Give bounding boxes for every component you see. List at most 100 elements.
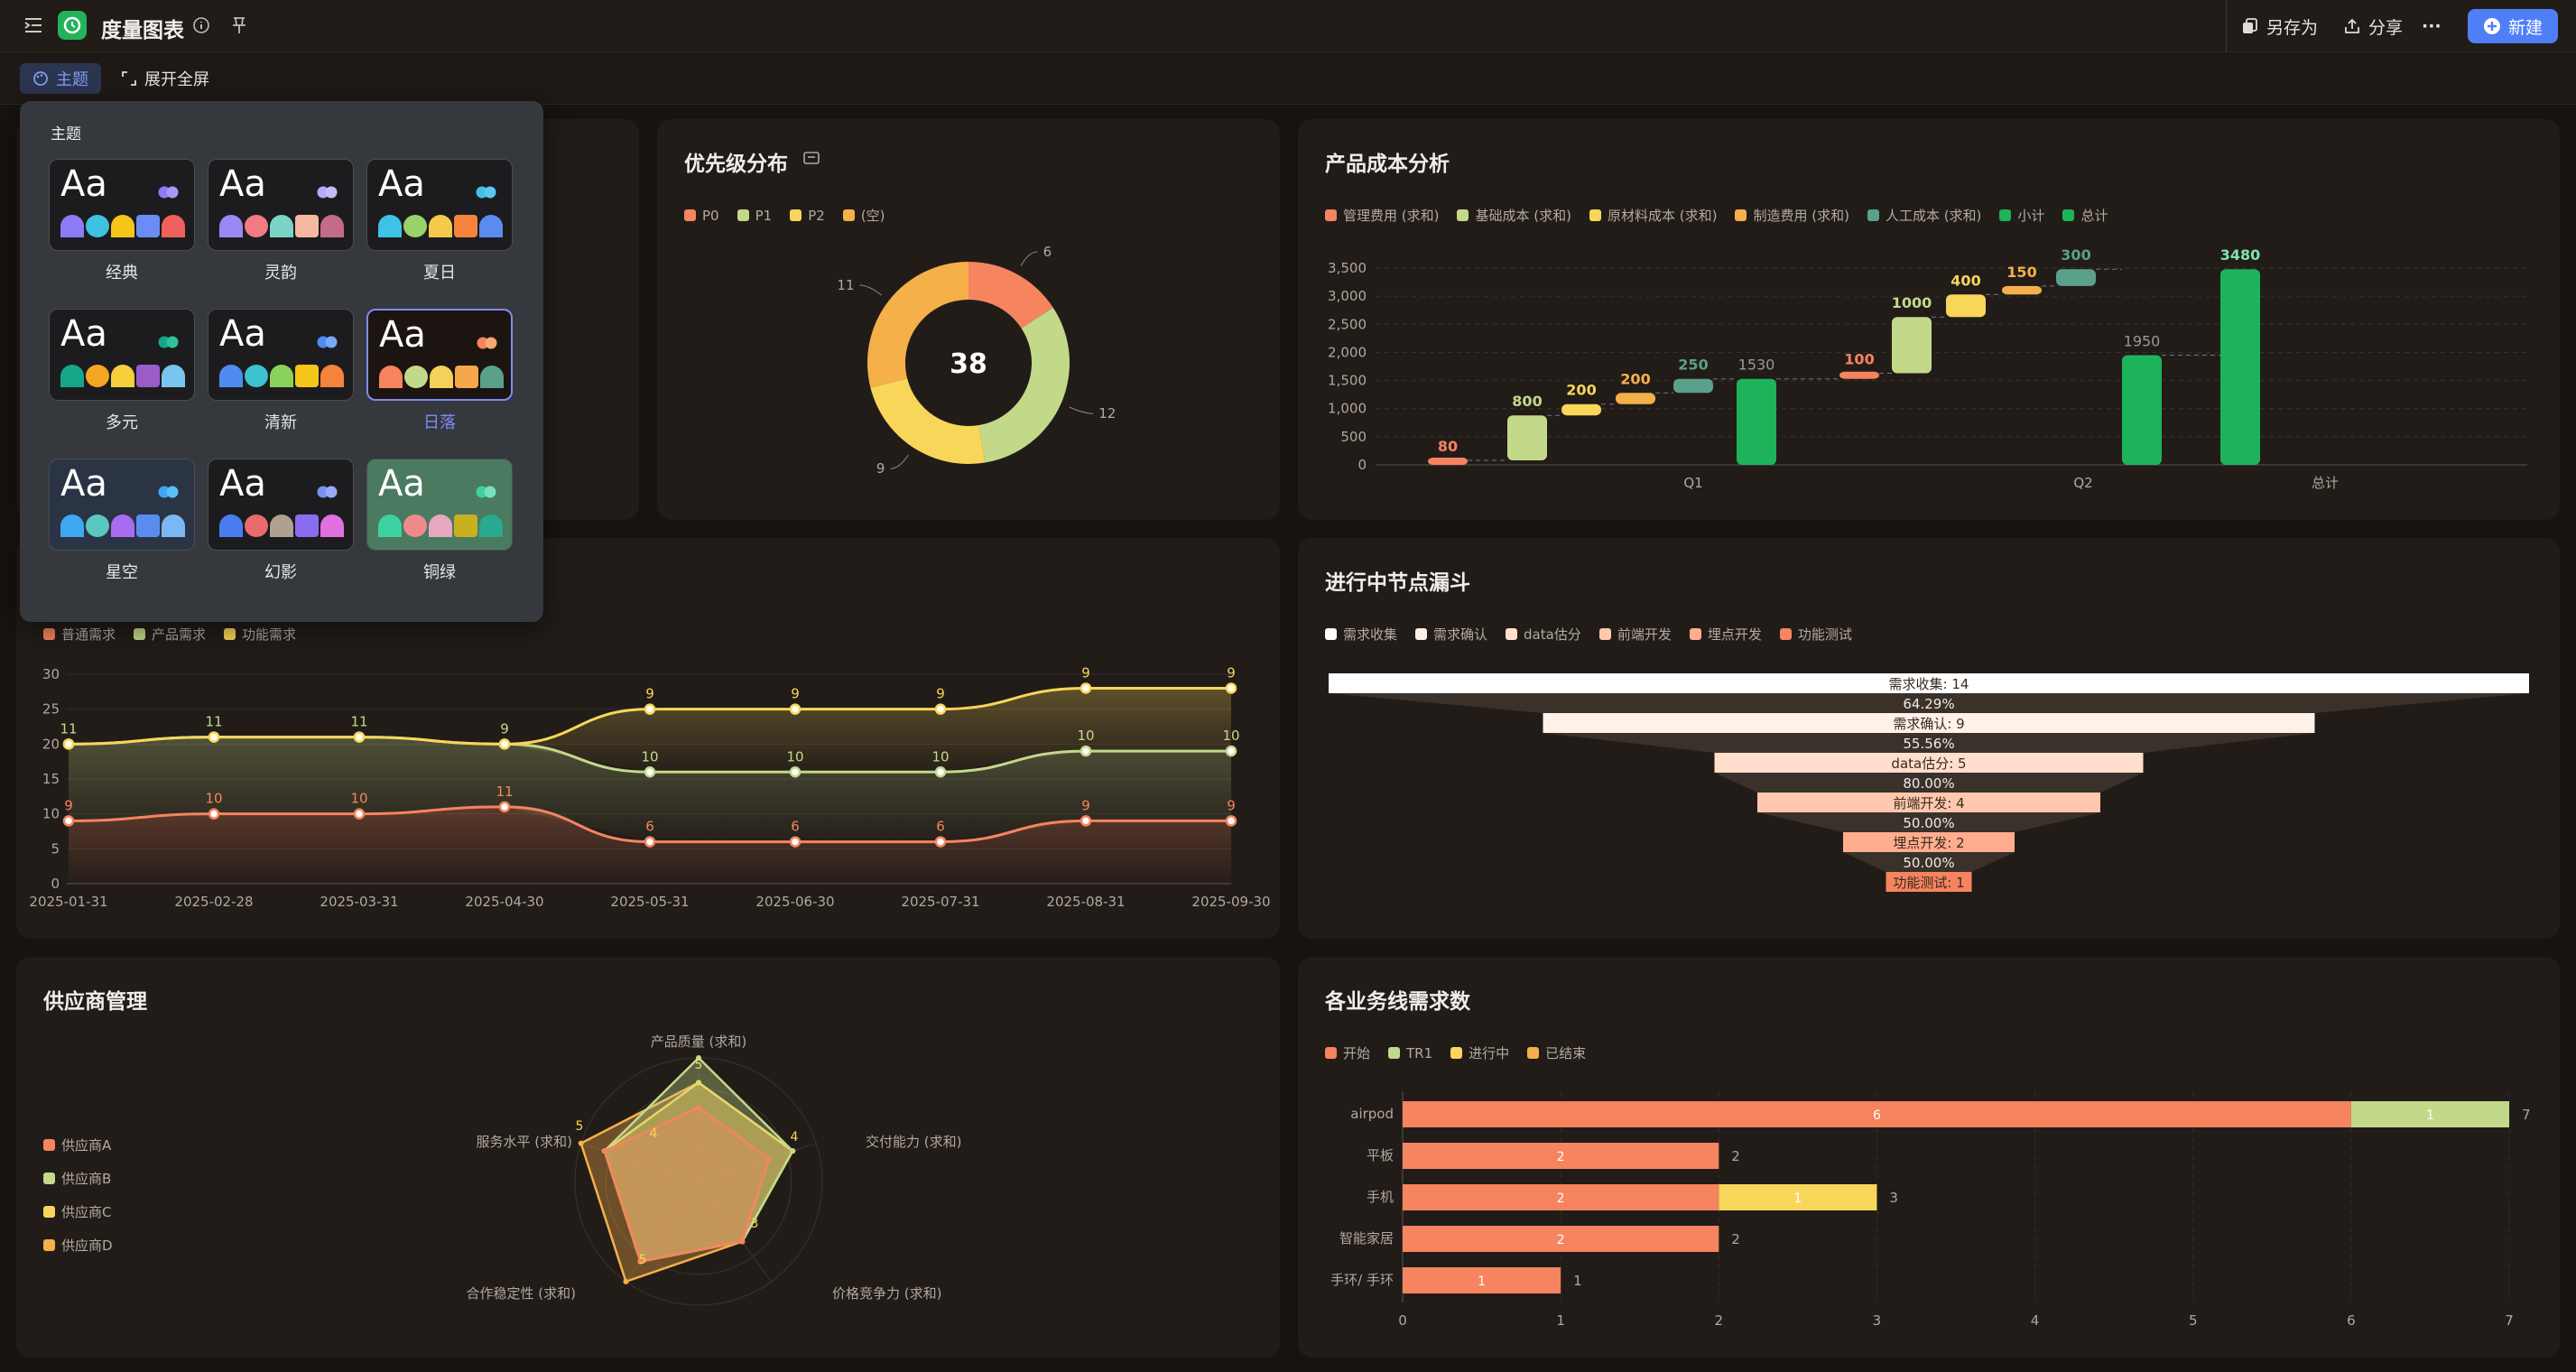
donut-slice[interactable] (978, 307, 1070, 463)
theme-option-4[interactable]: Aa (208, 309, 354, 401)
data-point[interactable] (1225, 682, 1237, 694)
data-point[interactable] (789, 836, 802, 848)
legend-item[interactable]: data估分 (1506, 625, 1581, 644)
data-point[interactable] (1080, 815, 1092, 827)
funnel-stage[interactable] (1543, 713, 2315, 733)
theme-button[interactable]: 主题 (20, 63, 101, 94)
legend-item[interactable]: 人工成本 (求和) (1867, 206, 1981, 225)
waterfall-bar[interactable] (1507, 415, 1547, 461)
legend-item[interactable]: 供应商B (43, 1169, 113, 1188)
theme-option-8[interactable]: Aa (366, 459, 513, 551)
sidebar-toggle-icon[interactable] (23, 16, 43, 34)
bar-segment[interactable] (1719, 1184, 1877, 1210)
fullscreen-button[interactable]: 展开全屏 (121, 63, 209, 94)
data-point[interactable] (208, 808, 220, 820)
theme-option-1[interactable]: Aa (208, 159, 354, 251)
theme-option-5[interactable]: Aa (366, 309, 513, 401)
funnel-stage[interactable] (1843, 832, 2015, 852)
more-button[interactable]: ··· (2422, 0, 2442, 52)
legend-item[interactable]: 功能测试 (1779, 625, 1852, 644)
waterfall-bar[interactable] (1892, 317, 1932, 374)
theme-option-6[interactable]: Aa (49, 459, 195, 551)
data-point[interactable] (934, 703, 947, 715)
legend-item[interactable]: 进行中 (1450, 1043, 1509, 1062)
legend-item[interactable]: P0 (684, 206, 719, 225)
data-point[interactable] (789, 703, 802, 715)
data-point[interactable] (353, 808, 366, 820)
donut-slice[interactable] (968, 262, 1053, 329)
legend-item[interactable]: 埋点开发 (1689, 625, 1762, 644)
legend-item[interactable]: 原材料成本 (求和) (1589, 206, 1717, 225)
radar-series-area[interactable] (603, 1106, 771, 1264)
theme-option-2[interactable]: Aa (366, 159, 513, 251)
legend-item[interactable]: 供应商A (43, 1136, 113, 1154)
funnel-stage[interactable] (1714, 753, 2144, 773)
waterfall-bar[interactable] (1561, 403, 1601, 416)
legend-item[interactable]: 制造费用 (求和) (1735, 206, 1849, 225)
legend-item[interactable]: 需求收集 (1325, 625, 1397, 644)
funnel-stage[interactable] (1757, 793, 2100, 812)
legend-item[interactable]: 功能需求 (224, 625, 296, 644)
donut-slice[interactable] (867, 262, 968, 388)
waterfall-bar[interactable] (1839, 371, 1879, 379)
data-point[interactable] (934, 836, 947, 848)
legend-item[interactable]: 开始 (1325, 1043, 1370, 1062)
data-point[interactable] (353, 731, 366, 743)
legend-item[interactable]: 供应商D (43, 1236, 113, 1255)
data-point[interactable] (498, 801, 511, 813)
waterfall-bar[interactable] (2002, 285, 2042, 295)
legend-item[interactable]: 管理费用 (求和) (1325, 206, 1439, 225)
funnel-stage[interactable] (1329, 673, 2529, 693)
data-point[interactable] (1080, 682, 1092, 694)
data-point[interactable] (1080, 745, 1092, 757)
new-button[interactable]: 新建 (2468, 9, 2558, 43)
data-point[interactable] (1225, 745, 1237, 757)
legend-item[interactable]: 已结束 (1527, 1043, 1586, 1062)
waterfall-bar[interactable] (2056, 269, 2096, 286)
save-as-button[interactable]: 另存为 (2226, 0, 2318, 52)
legend-item[interactable]: 总计 (2062, 206, 2108, 225)
donut-slice[interactable] (870, 378, 986, 464)
data-point[interactable] (1225, 815, 1237, 827)
data-point[interactable] (62, 815, 75, 827)
legend-item[interactable]: 产品需求 (134, 625, 206, 644)
legend-item[interactable]: TR1 (1388, 1043, 1432, 1062)
data-point[interactable] (498, 738, 511, 750)
data-point[interactable] (62, 738, 75, 750)
waterfall-bar[interactable] (1616, 393, 1655, 404)
data-point[interactable] (644, 836, 656, 848)
legend-item[interactable]: 普通需求 (43, 625, 116, 644)
data-point[interactable] (208, 731, 220, 743)
info-icon[interactable] (192, 16, 210, 38)
waterfall-bar[interactable] (2122, 355, 2162, 465)
bar-segment[interactable] (2350, 1101, 2509, 1127)
pin-icon[interactable] (230, 15, 248, 39)
waterfall-bar[interactable] (2220, 269, 2260, 465)
theme-option-3[interactable]: Aa (49, 309, 195, 401)
legend-item[interactable]: 基础成本 (求和) (1457, 206, 1571, 225)
bar-segment[interactable] (1403, 1143, 1719, 1169)
waterfall-bar[interactable] (1946, 294, 1986, 318)
data-point[interactable] (789, 766, 802, 778)
data-point[interactable] (644, 766, 656, 778)
funnel-stage[interactable] (1886, 872, 1972, 892)
bar-segment[interactable] (1403, 1101, 2351, 1127)
bar-segment[interactable] (1403, 1267, 1561, 1293)
legend-item[interactable]: P2 (790, 206, 825, 225)
waterfall-bar[interactable] (1428, 458, 1468, 465)
legend-item[interactable]: 小计 (1999, 206, 2044, 225)
bar-segment[interactable] (1403, 1226, 1719, 1252)
legend-item[interactable]: 供应商C (43, 1202, 113, 1221)
legend-item[interactable]: 前端开发 (1598, 625, 1672, 644)
waterfall-bar[interactable] (1737, 378, 1776, 465)
legend-item[interactable]: P1 (737, 206, 772, 225)
waterfall-bar[interactable] (1673, 378, 1713, 394)
data-point[interactable] (644, 703, 656, 715)
share-button[interactable]: 分享 (2343, 0, 2403, 52)
theme-option-0[interactable]: Aa (49, 159, 195, 251)
comment-icon[interactable] (803, 152, 820, 170)
theme-option-7[interactable]: Aa (208, 459, 354, 551)
bar-segment[interactable] (1403, 1184, 1719, 1210)
legend-item[interactable]: (空) (842, 206, 885, 225)
data-point[interactable] (934, 766, 947, 778)
